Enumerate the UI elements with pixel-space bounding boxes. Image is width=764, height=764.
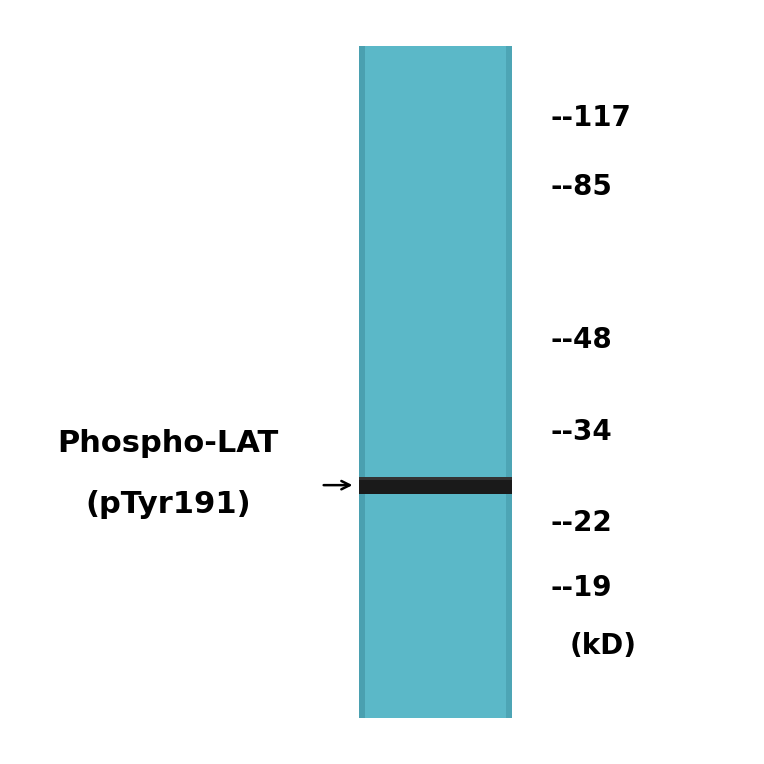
Text: --19: --19 [550, 575, 611, 602]
Text: (pTyr191): (pTyr191) [86, 490, 251, 519]
Text: --117: --117 [550, 105, 631, 132]
FancyBboxPatch shape [359, 46, 512, 718]
Text: (kD): (kD) [569, 632, 636, 659]
FancyBboxPatch shape [359, 477, 512, 480]
FancyBboxPatch shape [506, 46, 512, 718]
FancyBboxPatch shape [359, 46, 365, 718]
Text: --34: --34 [550, 418, 612, 445]
Text: --48: --48 [550, 326, 612, 354]
Text: --22: --22 [550, 510, 612, 537]
Text: --85: --85 [550, 173, 612, 201]
FancyBboxPatch shape [359, 477, 512, 494]
Text: Phospho-LAT: Phospho-LAT [57, 429, 279, 458]
